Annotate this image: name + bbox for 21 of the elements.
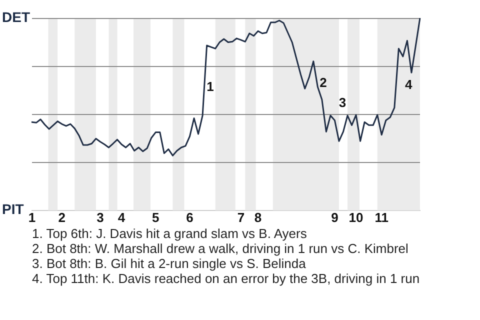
- x-tick-label: 7: [237, 210, 245, 225]
- annotation: 2: [320, 75, 327, 90]
- text: DET: [2, 9, 30, 25]
- text: 1. Top 6th: J. Davis hit a grand slam vs B. Ayers: [32, 226, 308, 241]
- text: PIT: [2, 201, 24, 218]
- text: 2. Bot 8th: W. Marshall drew a walk, driving in 1 run vs C. Kimbrel: [32, 241, 410, 256]
- text: 3. Bot 8th: B. Gil hit a 2-run single vs S. Belinda: [32, 256, 307, 271]
- x-tick-label: 1: [28, 210, 36, 225]
- x-tick-label: 4: [118, 210, 126, 225]
- x-tick-label: 2: [58, 210, 66, 225]
- x-tick-label: 11: [374, 210, 388, 225]
- x-tick-label: 6: [186, 210, 194, 225]
- annotation: 4: [404, 77, 412, 92]
- x-tick-label: 8: [254, 210, 262, 225]
- x-tick-label: 3: [96, 210, 104, 225]
- annotation: 1: [206, 79, 214, 94]
- x-tick-label: 10: [348, 210, 364, 225]
- x-tick-label: 9: [331, 210, 338, 225]
- annotation: 3: [338, 94, 346, 110]
- text: 4. Top 11th: K. Davis reached on an error by the 3B, driving in 1 run: [32, 271, 421, 286]
- x-tick-label: 5: [152, 210, 160, 225]
